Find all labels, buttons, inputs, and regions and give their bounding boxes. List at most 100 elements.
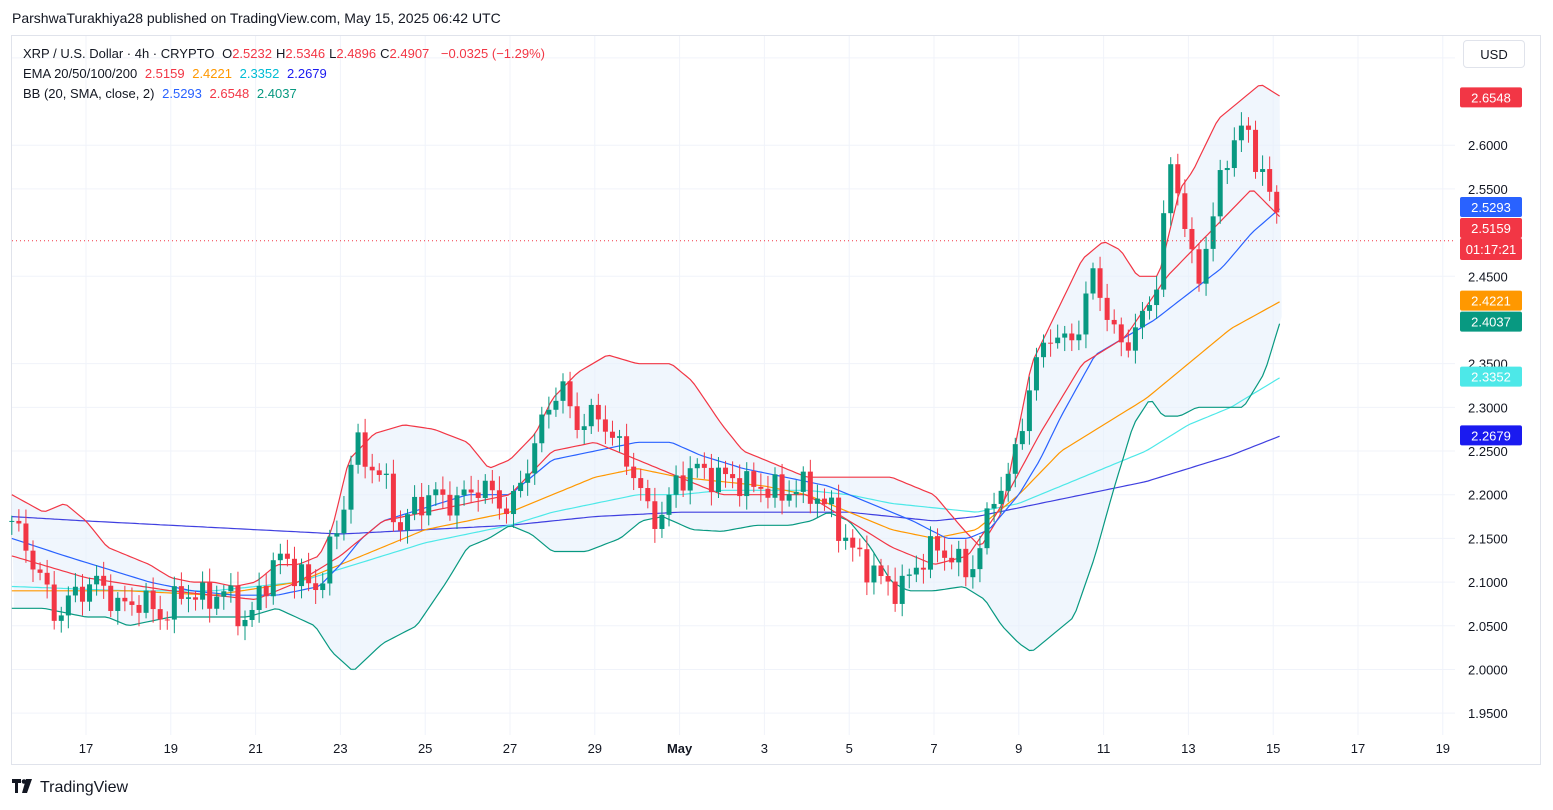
candle-body [221, 591, 227, 597]
candle-body [793, 491, 799, 495]
tradingview-brand[interactable]: TradingView [12, 778, 128, 798]
candle-body [235, 585, 241, 627]
candle-body [1196, 249, 1202, 284]
candle-body [87, 584, 93, 602]
candle-body [313, 583, 319, 591]
current-price-tag: 01:17:21 [1460, 237, 1522, 260]
candle-body [362, 432, 368, 467]
publisher-caption: ParshwaTurakhiya28 published on TradingV… [12, 10, 501, 26]
price-tag-bg [1460, 217, 1522, 238]
candle-body [532, 443, 538, 474]
candle-body [546, 409, 552, 415]
candle-body [730, 474, 736, 479]
candle-body [666, 494, 672, 515]
candle-body [193, 597, 199, 600]
candle-body [927, 536, 933, 570]
price-tag: 2.3352 [1460, 366, 1522, 387]
candle-body [433, 489, 439, 496]
candle-body [814, 498, 820, 504]
ohlc-key-h: H [275, 46, 286, 61]
candle-body [51, 584, 57, 621]
candle-body [23, 523, 29, 551]
candle-body [242, 619, 248, 627]
time-axis: 17 19 21 23 25 27 29 May 3 5 7 9 11 13 15 17 19 [79, 741, 1450, 756]
candle-body [108, 585, 114, 611]
candle-body [419, 496, 425, 516]
ohlc-value-o: 2.5232 [232, 46, 272, 61]
candle-body [115, 597, 121, 611]
bb-indicator-label[interactable]: BB (20, SMA, close, 2) [23, 86, 155, 101]
candle-body [1055, 337, 1061, 344]
ohlc-key-c: C [380, 46, 390, 61]
candle-body [595, 404, 601, 420]
chart-legend: XRP / U.S. Dollar · 4h · CRYPTO O2.5232 H… [23, 44, 549, 104]
symbol-title[interactable]: XRP / U.S. Dollar · 4h · CRYPTO [23, 46, 215, 61]
candle-body [708, 467, 714, 493]
candle-body [723, 467, 729, 475]
price-tags: 2.6548 2.5293 2.5159 01:17:21 2.4221 2.4037 2.… [1460, 87, 1522, 446]
candle-body [355, 432, 361, 465]
candle-body [800, 471, 806, 492]
y-tick-label: 2.1500 [1468, 531, 1508, 546]
ohlc-value-l: 2.4896 [336, 46, 377, 61]
candlestick-series [9, 112, 1280, 641]
x-tick-label: 19 [164, 741, 178, 756]
candle-body [101, 575, 107, 586]
price-tag-label: 2.6548 [1471, 90, 1511, 105]
candle-body [1012, 444, 1018, 474]
ema-indicator-label[interactable]: EMA 20/50/100/200 [23, 66, 138, 81]
price-tag-label: 2.4037 [1471, 315, 1511, 330]
candle-body [1245, 125, 1251, 130]
candle-body [1168, 164, 1174, 214]
tradingview-logo-icon [12, 778, 34, 798]
bollinger-band-fill [11, 85, 1282, 672]
x-tick-label: 21 [248, 741, 262, 756]
candle-body [857, 547, 863, 550]
candle-body [65, 595, 71, 616]
candle-body [963, 548, 969, 578]
currency-button[interactable]: USD [1463, 40, 1525, 68]
candle-body [150, 590, 156, 610]
candle-body [136, 604, 142, 613]
candle-body [334, 533, 340, 537]
candle-body [1161, 213, 1167, 290]
bb-basis-value: 2.5293 [162, 86, 202, 101]
candle-body [539, 414, 545, 444]
y-tick-label: 2.3000 [1468, 400, 1508, 415]
candle-body [786, 494, 792, 501]
price-tag: 2.4221 [1460, 290, 1522, 311]
x-tick-label: 27 [503, 741, 517, 756]
candle-body [369, 466, 375, 471]
candle-body [991, 503, 997, 509]
legend-ohlc-row[interactable]: XRP / U.S. Dollar · 4h · CRYPTO O2.5232 H… [23, 44, 549, 64]
y-tick-label: 2.2000 [1468, 488, 1508, 503]
price-tag-label: 2.5159 [1471, 221, 1511, 236]
price-tag: 2.5293 [1460, 196, 1522, 217]
x-tick-label: 9 [1015, 741, 1022, 756]
candle-body [496, 490, 502, 509]
candle-body [1062, 333, 1068, 338]
legend-bb-row[interactable]: BB (20, SMA, close, 2) 2.5293 2.6548 2.4… [23, 84, 549, 104]
candle-body [256, 585, 262, 610]
candle-body [652, 501, 658, 529]
candle-body [892, 581, 898, 604]
candle-body [44, 572, 50, 585]
candle-body [412, 496, 418, 515]
candle-body [1253, 129, 1259, 172]
candle-body [829, 497, 835, 505]
candle-body [942, 550, 948, 558]
y-tick-label: 2.4500 [1468, 269, 1508, 284]
candle-body [779, 474, 785, 501]
legend-ema-row[interactable]: EMA 20/50/100/200 2.5159 2.4221 2.3352 2… [23, 64, 549, 84]
candle-body [72, 586, 78, 596]
x-tick-label: 25 [418, 741, 432, 756]
candle-body [935, 536, 941, 551]
candle-body [617, 436, 623, 438]
x-tick-label: 5 [846, 741, 853, 756]
candle-body [631, 466, 637, 479]
candle-body [454, 495, 460, 516]
x-tick-label: 11 [1097, 741, 1111, 756]
candle-body [864, 549, 870, 583]
candle-body [1154, 289, 1160, 306]
